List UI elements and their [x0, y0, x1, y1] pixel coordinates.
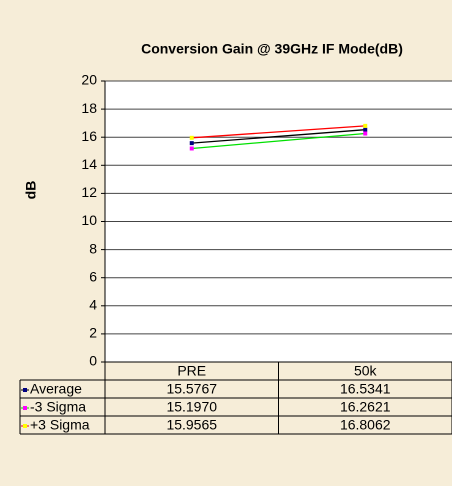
- marker: [189, 135, 194, 140]
- legend-label: +3 Sigma: [30, 417, 90, 433]
- legend-marker: [23, 388, 27, 392]
- legend-label: Average: [30, 381, 82, 397]
- series-line: [191, 129, 366, 144]
- y-tick-label: 20: [81, 72, 97, 88]
- y-tick-label: 16: [81, 128, 97, 144]
- legend-marker: [23, 406, 27, 410]
- table-value: 15.9565: [166, 417, 217, 433]
- x-tick-label: 50k: [354, 363, 378, 379]
- table-value: 15.5767: [166, 381, 217, 397]
- marker: [363, 131, 368, 136]
- y-tick-label: 0: [89, 353, 97, 369]
- marker: [189, 141, 194, 146]
- chart-title: Conversion Gain @ 39GHz IF Mode(dB): [141, 41, 403, 57]
- table-value: 16.8062: [340, 417, 391, 433]
- y-tick-label: 18: [81, 100, 97, 116]
- y-axis-label: dB: [23, 181, 39, 200]
- x-tick-label: PRE: [177, 363, 206, 379]
- table-value: 15.1970: [166, 399, 217, 415]
- marker: [189, 146, 194, 151]
- series-line: [191, 125, 366, 139]
- table-value: 16.5341: [340, 381, 391, 397]
- y-tick-label: 2: [89, 325, 97, 341]
- legend-label: -3 Sigma: [30, 399, 86, 415]
- y-tick-label: 4: [89, 297, 97, 313]
- y-tick-label: 12: [81, 184, 97, 200]
- marker: [363, 123, 368, 128]
- y-tick-label: 14: [81, 156, 97, 172]
- y-tick-label: 8: [89, 240, 97, 256]
- y-tick-label: 10: [81, 212, 97, 228]
- legend-marker: [23, 424, 27, 428]
- y-tick-label: 6: [89, 268, 97, 284]
- marker: [363, 127, 368, 132]
- table-value: 16.2621: [340, 399, 391, 415]
- series-line: [191, 132, 366, 150]
